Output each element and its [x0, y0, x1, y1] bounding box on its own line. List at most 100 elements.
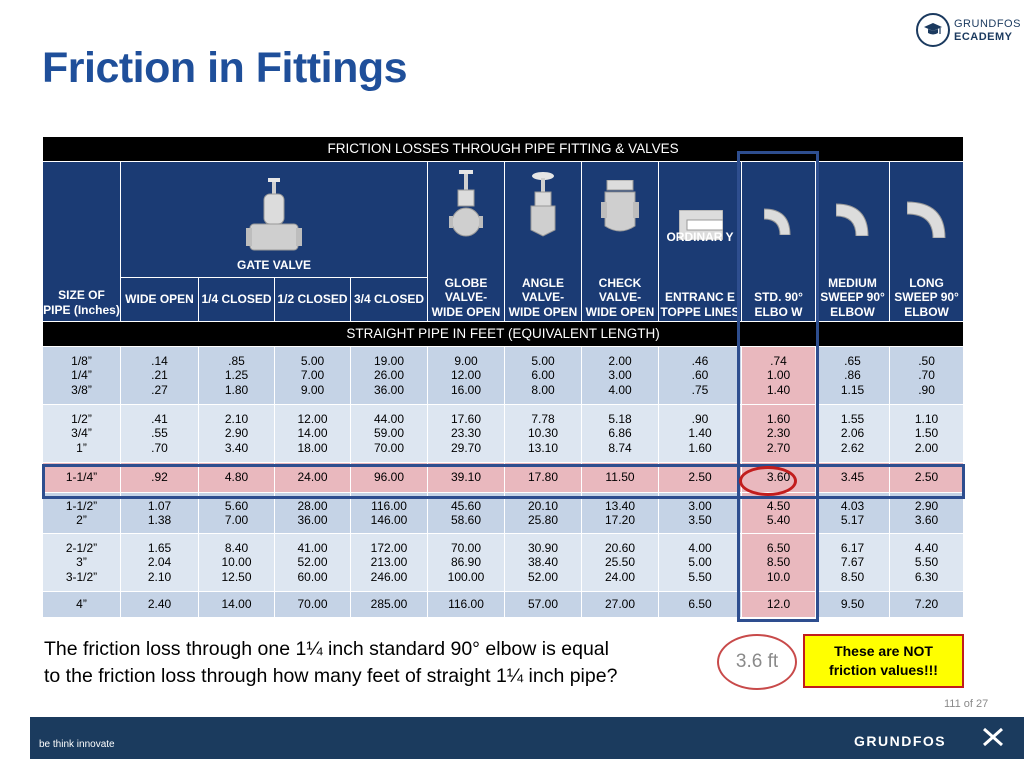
table-cell: 1.07 1.38	[120, 492, 199, 534]
table-cell: 6.17 7.67 8.50	[815, 533, 890, 592]
table-cell: 11.50	[581, 462, 659, 493]
table-cell: 8.40 10.00 12.50	[198, 533, 275, 592]
table-subheader: STRAIGHT PIPE IN FEET (EQUIVALENT LENGTH…	[41, 321, 965, 347]
table-cell: 285.00	[350, 591, 428, 618]
logo-circle	[916, 13, 950, 47]
table-cell: 12.00 14.00 18.00	[274, 404, 351, 463]
gate-valve-label: GATE VALVE	[236, 258, 311, 272]
table-row: 4” 2.40 14.00 70.00 285.00 116.00 57.00 27.00 6.…	[42, 591, 965, 618]
table-cell: 5.00 6.00 8.00	[504, 346, 582, 405]
question-text: The friction loss through one 1¼ inch st…	[44, 636, 617, 690]
note-line1: These are NOT	[834, 643, 933, 659]
table-cell: 1.10 1.50 2.00	[888, 404, 965, 463]
angle-valve-header: ANGLE VALVE- WIDE OPEN	[504, 161, 582, 322]
table-cell: .74 1.00 1.40	[741, 346, 816, 405]
globe-valve-label: GLOBE VALVE- WIDE OPEN	[431, 275, 501, 319]
table-cell: 14.00	[198, 591, 275, 618]
table-cell: .85 1.25 1.80	[198, 346, 275, 405]
table-cell: .41 .55 .70	[120, 404, 199, 463]
footer-brand: GRUNDFOS	[854, 733, 947, 749]
table-cell: 30.90 38.40 52.00	[504, 533, 582, 592]
table-cell: .50 .70 .90	[888, 346, 965, 405]
graduation-cap-icon	[924, 23, 942, 35]
gate-wide-open-header: WIDE OPEN	[120, 276, 199, 323]
table-cell: 4.40 5.50 6.30	[888, 533, 965, 592]
table-cell: 20.60 25.50 24.00	[581, 533, 659, 592]
check-valve-label: CHECK VALVE- WIDE OPEN	[585, 275, 655, 319]
table-body: 1/8” 1/4” 3/8” .14 .21 .27.85 1.25 1.80 5.…	[42, 346, 965, 618]
footer-bar: be think innovate GRUNDFOS	[30, 717, 1024, 759]
table-cell: 2.50	[888, 462, 965, 493]
grundfos-ecademy-logo: GRUNDFOS ECADEMY	[916, 13, 1020, 49]
table-row: 1/2” 3/4” 1” .41 .55 .70 2.10 2.90 3.40 12.…	[42, 404, 965, 463]
table-cell: 44.00 59.00 70.00	[350, 404, 428, 463]
table-cell: 28.00 36.00	[274, 492, 351, 534]
medium-sweep-label: MEDIUM SWEEP 90° ELBOW	[820, 275, 885, 319]
table-cell: 45.60 58.60	[427, 492, 505, 534]
table-cell: 3.60	[741, 462, 816, 493]
answer-bubble: 3.6 ft	[717, 634, 797, 690]
table-cell: 116.00 146.00	[350, 492, 428, 534]
note-line2: friction values!!!	[829, 662, 938, 678]
table-cell: 4.00 5.00 5.50	[658, 533, 742, 592]
footer-tagline: be think innovate	[39, 739, 115, 750]
table-cell: 1.55 2.06 2.62	[815, 404, 890, 463]
table-cell: 1.65 2.04 2.10	[120, 533, 199, 592]
table-row: 2-1/2” 3” 3-1/2” 1.65 2.04 2.10 8.40 10.00…	[42, 533, 965, 592]
table-cell: 4.50 5.40	[741, 492, 816, 534]
table-cell: 2.10 2.90 3.40	[198, 404, 275, 463]
table-cell: .92	[120, 462, 199, 493]
table-cell: 96.00	[350, 462, 428, 493]
table-cell: 9.50	[815, 591, 890, 618]
table-cell: 3.45	[815, 462, 890, 493]
table-cell: 9.00 12.00 16.00	[427, 346, 505, 405]
page-number: 111 of 27	[944, 698, 989, 710]
gate-valve-header: GATE VALVE	[120, 161, 428, 278]
table-row: 1-1/4” .92 4.80 24.00 96.00 39.10 17.80 11.50 2.…	[42, 462, 965, 493]
table-cell: 17.80	[504, 462, 582, 493]
table-cell: .65 .86 1.15	[815, 346, 890, 405]
table-cell: 57.00	[504, 591, 582, 618]
std-elbow-header: STD. 90° ELBO W	[741, 161, 816, 322]
long-sweep-header: LONG SWEEP 90° ELBOW	[888, 161, 965, 322]
table-cell: 5.60 7.00	[198, 492, 275, 534]
gate-valve-icon	[246, 177, 302, 251]
table-cell: 19.00 26.00 36.00	[350, 346, 428, 405]
grundfos-x-icon	[983, 727, 1003, 747]
pipe-entrance-icon	[679, 210, 723, 240]
table-cell: 116.00	[427, 591, 505, 618]
logo-line1: GRUNDFOS	[954, 18, 1021, 30]
table-row: 1-1/2” 2” 1.07 1.38 5.60 7.00 28.00 36.00 11…	[42, 492, 965, 534]
table-cell: 41.00 52.00 60.00	[274, 533, 351, 592]
warning-note: These are NOT friction values!!!	[803, 634, 964, 688]
logo-line2: ECADEMY	[954, 31, 1013, 43]
table-cell: 5.00 7.00 9.00	[274, 346, 351, 405]
table-cell: 39.10	[427, 462, 505, 493]
pipe-size-cell: 1-1/4”	[42, 462, 121, 493]
table-cell: .90 1.40 1.60	[658, 404, 742, 463]
table-cell: 2.00 3.00 4.00	[581, 346, 659, 405]
table-cell: 4.03 5.17	[815, 492, 890, 534]
ordinary-entrance-header: ORDINAR Y ENTRANC E TOPPE LINES	[658, 161, 742, 322]
pipe-size-cell: 1-1/2” 2”	[42, 492, 121, 534]
table-cell: 70.00	[274, 591, 351, 618]
table-cell: 7.20	[888, 591, 965, 618]
angle-valve-label: ANGLE VALVE- WIDE OPEN	[508, 275, 578, 319]
table-row: 1/8” 1/4” 3/8” .14 .21 .27.85 1.25 1.80 5.…	[42, 346, 965, 405]
medium-sweep-elbow-icon	[836, 203, 869, 236]
table-cell: 12.0	[741, 591, 816, 618]
table-cell: 6.50 8.50 10.0	[741, 533, 816, 592]
long-sweep-elbow-icon	[907, 201, 946, 238]
medium-sweep-header: MEDIUM SWEEP 90° ELBOW	[815, 161, 890, 322]
pipe-size-cell: 4”	[42, 591, 121, 618]
table-cell: 2.90 3.60	[888, 492, 965, 534]
ordinary-overlay-label: ORDINAR Y	[666, 230, 734, 244]
std-elbow-label: STD. 90° ELBO W	[754, 290, 803, 319]
table-cell: 13.40 17.20	[581, 492, 659, 534]
pipe-size-cell: 2-1/2” 3” 3-1/2”	[42, 533, 121, 592]
question-line2: to the friction loss through how many fe…	[44, 665, 618, 687]
page-title: Friction in Fittings	[42, 44, 408, 92]
gate-half-closed-header: 1/2 CLOSED	[274, 276, 351, 323]
table-cell: 5.18 6.86 8.74	[581, 404, 659, 463]
table-cell: 6.50	[658, 591, 742, 618]
